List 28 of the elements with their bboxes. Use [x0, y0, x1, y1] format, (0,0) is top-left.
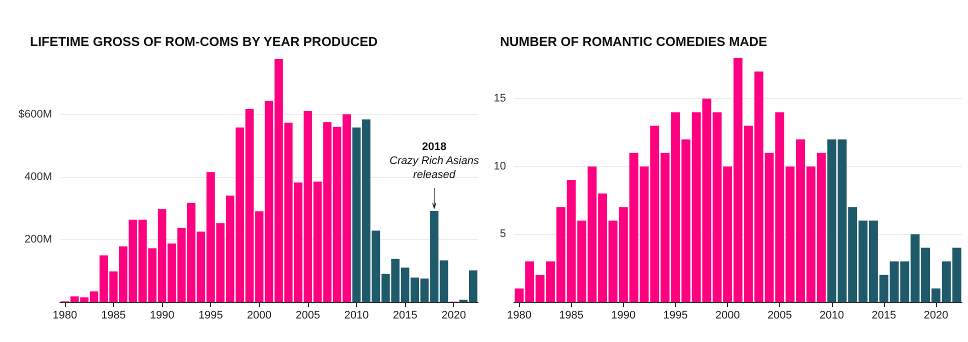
- y-tick-label: $600M: [18, 108, 52, 120]
- x-tick-label: 2015: [392, 310, 418, 322]
- y-tick-label: 5: [500, 228, 506, 240]
- x-tick-label: 1990: [150, 310, 174, 322]
- x-tick-label: 1985: [101, 310, 126, 322]
- x-tick-label: 2010: [820, 310, 844, 322]
- x-tick-label: 1995: [198, 310, 223, 322]
- annotation: 2018: [422, 141, 446, 154]
- chart-title: LIFETIME GROSS OF ROM-COMS BY YEAR PRODUCED: [30, 34, 378, 49]
- x-tick-label: 1980: [506, 310, 532, 322]
- x-tick-label: 1990: [611, 310, 636, 322]
- x-tick-label: 2000: [247, 310, 272, 322]
- x-tick-label: 2015: [872, 310, 896, 322]
- y-tick-label: 400M: [24, 170, 52, 183]
- x-tick-label: 2000: [715, 310, 740, 322]
- y-tick-label: 200M: [24, 233, 52, 246]
- x-tick-label: 1980: [52, 310, 78, 322]
- x-tick-label: 2005: [296, 310, 320, 322]
- y-tick-label: 10: [494, 160, 506, 172]
- x-tick-label: 2010: [344, 310, 369, 322]
- chart-title: NUMBER OF ROMANTIC COMEDIES MADE: [500, 34, 768, 49]
- y-tick-label: 15: [494, 92, 506, 105]
- x-tick-label: 2020: [924, 310, 948, 322]
- x-tick-label: 1995: [663, 310, 688, 322]
- x-tick-label: 2020: [441, 310, 466, 322]
- x-tick-label: 1985: [559, 310, 584, 322]
- annotation: Crazy Rich Asians released: [390, 155, 480, 182]
- x-tick-label: 2005: [767, 310, 792, 322]
